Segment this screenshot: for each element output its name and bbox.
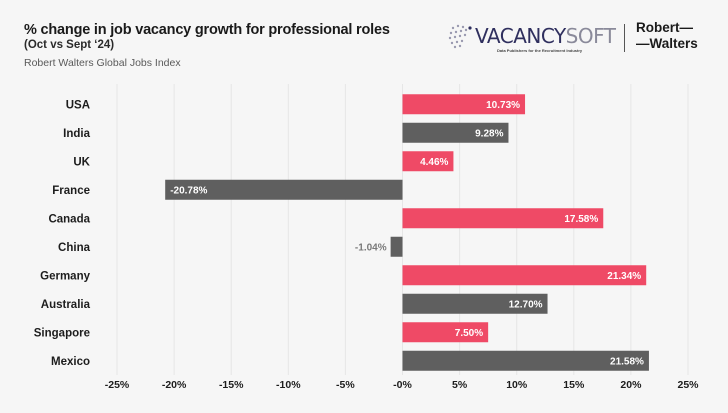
x-tick-label: 5% bbox=[452, 379, 468, 391]
category-label: China bbox=[58, 242, 91, 254]
category-label: Australia bbox=[41, 299, 91, 311]
x-tick-label: -20% bbox=[162, 379, 187, 391]
vacancysoft-wordmark: VACANCYSOFT bbox=[475, 24, 616, 48]
category-label: USA bbox=[66, 99, 90, 111]
bar-china bbox=[390, 236, 403, 257]
chart-title: % change in job vacancy growth for profe… bbox=[24, 22, 390, 38]
bar-singapore bbox=[402, 322, 489, 343]
x-tick-label: -25% bbox=[105, 379, 130, 391]
category-label: Germany bbox=[40, 270, 90, 282]
vacancysoft-dots-icon bbox=[448, 24, 472, 49]
robert-walters-line1: Robert— bbox=[636, 20, 693, 35]
vacancysoft-tagline: Data Publishers for the Recruitment Indu… bbox=[497, 48, 583, 53]
x-tick-label: 25% bbox=[677, 379, 699, 391]
chart-subtitle: (Oct vs Sept ‘24) bbox=[24, 39, 115, 51]
bar-germany bbox=[402, 265, 647, 286]
x-tick-label: 20% bbox=[620, 379, 642, 391]
value-label: 7.50% bbox=[455, 328, 483, 339]
value-label: 21.58% bbox=[610, 356, 644, 367]
value-label: -20.78% bbox=[170, 185, 207, 196]
x-tick-label: -0% bbox=[393, 379, 412, 391]
bar-france bbox=[165, 179, 403, 200]
vacancysoft-word-secondary: SOFT bbox=[565, 24, 616, 48]
value-label: -1.04% bbox=[355, 242, 387, 253]
category-label: Canada bbox=[48, 213, 90, 225]
x-axis-ticks: -25% -20% -15% -10% -5% -0% 5% 10% 15% 20% 25% bbox=[105, 379, 699, 391]
x-tick-label: 15% bbox=[563, 379, 585, 391]
x-tick-label: -10% bbox=[276, 379, 301, 391]
vacancysoft-logo: VACANCYSOFT Data Publishers for the Recr… bbox=[447, 20, 616, 56]
x-tick-label: 10% bbox=[506, 379, 528, 391]
robert-walters-line2: —Walters bbox=[636, 36, 698, 51]
bar-india bbox=[402, 122, 509, 143]
value-label: 17.58% bbox=[564, 214, 598, 225]
vacancysoft-word-primary: VACANCY bbox=[475, 24, 566, 48]
value-label: 10.73% bbox=[486, 100, 520, 111]
x-tick-label: -5% bbox=[336, 379, 355, 391]
chart-source: Robert Walters Global Jobs Index bbox=[24, 57, 181, 69]
logo-divider bbox=[624, 24, 625, 52]
category-labels: USA India UK France Canada China Germany Austra… bbox=[34, 99, 91, 368]
value-label: 12.70% bbox=[509, 299, 543, 310]
value-label: 9.28% bbox=[475, 128, 503, 139]
category-label: Singapore bbox=[34, 327, 90, 339]
value-label: 21.34% bbox=[607, 271, 641, 282]
category-label: France bbox=[52, 185, 90, 197]
bar-usa bbox=[402, 94, 526, 115]
category-label: India bbox=[63, 128, 90, 140]
category-label: UK bbox=[73, 156, 90, 168]
bar-australia bbox=[402, 293, 548, 314]
bar-canada bbox=[402, 208, 604, 229]
category-label: Mexico bbox=[51, 356, 90, 368]
value-label: 4.46% bbox=[420, 157, 448, 168]
bar-uk bbox=[402, 151, 454, 172]
bar-mexico bbox=[402, 350, 649, 371]
robert-walters-logo: Robert— —Walters bbox=[636, 20, 698, 52]
bars: 10.73% 9.28% 4.46% -20.78% 17.58% -1.04% 21.34… bbox=[165, 94, 649, 371]
x-tick-label: -15% bbox=[219, 379, 244, 391]
